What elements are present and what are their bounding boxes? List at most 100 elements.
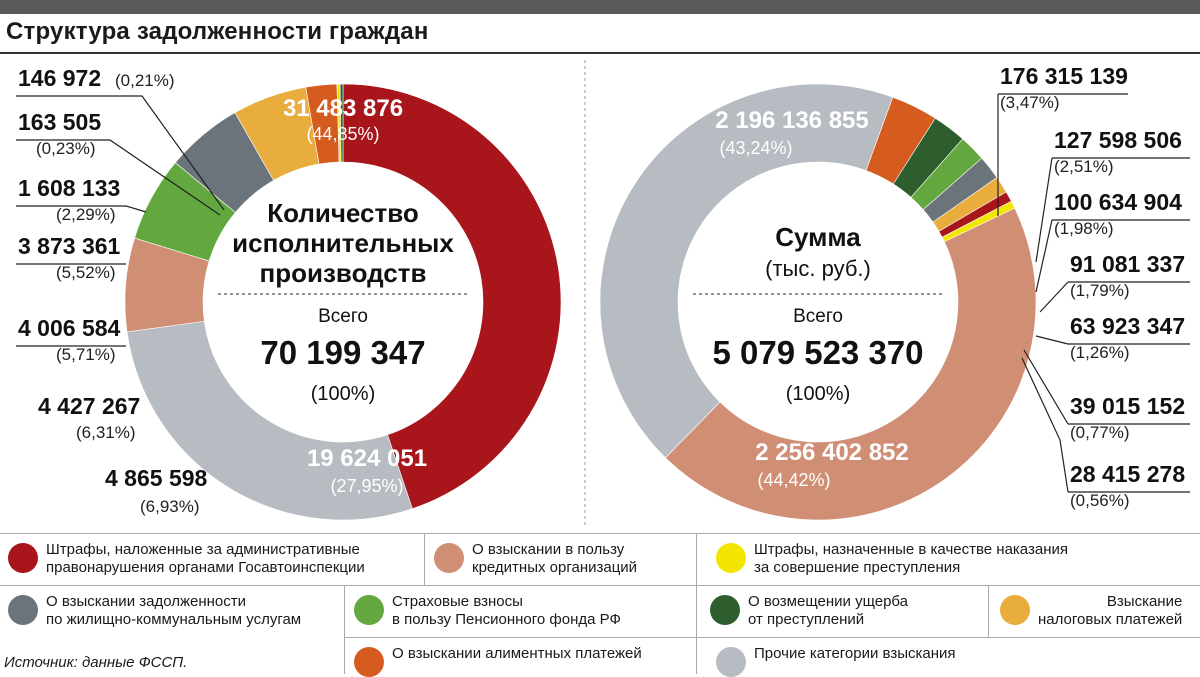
label-percent: (5,71%) [56,345,116,364]
center-title-line: исполнительных [232,228,454,258]
slice-gai [342,83,562,510]
legend-swatch [434,543,464,573]
center-title-line: производств [260,258,427,288]
total-value: 5 079 523 370 [712,334,923,371]
legend-label: О взыскании задолженности по жилищно-комм… [46,593,302,628]
label-value: 176 315 139 [1000,63,1128,89]
leader-line [1035,219,1053,293]
slice-damage [339,83,344,163]
label-percent: (3,47%) [1000,93,1060,112]
legend-swatch [354,647,384,677]
label-value: 2 196 136 855 [715,107,868,134]
leader-line [16,139,221,216]
legend-rule [424,533,425,585]
legend-item-alim: О взыскании алиментных платежей [354,645,642,677]
leader-line [1021,357,1069,493]
label-percent: (44,42%) [757,470,830,490]
legend-label: О взыскании алиментных платежей [392,645,642,662]
label-value: 100 634 904 [1054,189,1182,215]
label-percent: (2,51%) [1054,157,1114,176]
label-percent: (1,98%) [1054,219,1114,238]
leader-line [1039,281,1069,313]
legend-swatch [710,595,740,625]
label-percent: (5,52%) [56,263,116,282]
label-value: 63 923 347 [1070,313,1185,339]
leader-line [1023,349,1069,425]
legend-item-gai: Штрафы, наложенные за административные пр… [8,541,365,577]
total-percent: (100%) [786,383,850,405]
label-value: 4 427 267 [38,393,140,419]
legend-label: О взыскании в пользу кредитных организаци… [472,541,638,576]
leader-line [16,205,147,213]
center-title-line: Сумма [775,222,861,252]
legend-rule [696,533,697,585]
legend-item-other: Прочие категории взыскания [716,645,956,677]
leader-line [1035,157,1053,263]
label-value: 4 006 584 [18,315,121,341]
label-value: 39 015 152 [1070,393,1185,419]
legend-label: Штрафы, назначенные в качестве наказания… [754,541,1068,576]
center-subtitle: (тыс. руб.) [765,256,871,281]
legend-item-crime: Штрафы, назначенные в качестве наказания… [716,541,1068,577]
label-value: 1 608 133 [18,175,120,201]
legend-rule [0,585,1200,586]
label-value: 28 415 278 [1070,461,1185,487]
label-value: 91 081 337 [1070,251,1185,277]
leader-line [16,95,225,211]
label-value: 31 483 876 [283,95,403,122]
label-percent: (1,26%) [1070,343,1130,362]
leader-line [1035,335,1069,345]
label-percent: (0,21%) [115,71,175,90]
total-label: Всего [793,306,843,327]
legend-swatch [1000,595,1030,625]
legend-item-credit: О взыскании в пользу кредитных организаци… [434,541,637,577]
donut-chart-sum: Сумма (тыс. руб.) Всего 5 079 523 370 (100%)… [599,63,1190,521]
legend-label: О возмещении ущерба от преступлений [748,593,909,628]
legend-swatch [8,543,38,573]
legend-item-damage: О возмещении ущерба от преступлений [710,593,908,629]
total-label: Всего [318,306,368,327]
top-bar [0,0,1200,14]
legend-swatch [8,595,38,625]
source-note: Источник: данные ФССП. [4,654,188,671]
label-percent: (0,23%) [36,139,96,158]
label-value: 146 972 [18,65,101,91]
legend-rule [344,637,1200,638]
total-value: 70 199 347 [260,334,425,371]
legend-rule [696,585,697,674]
label-percent: (6,93%) [140,497,200,516]
legend-swatch [716,647,746,677]
legend: Штрафы, наложенные за административные пр… [0,533,1200,677]
legend-rule [0,533,1200,534]
title-divider [0,52,1200,54]
legend-label: Штрафы, наложенные за административные пр… [46,541,365,576]
label-percent: (6,31%) [76,423,136,442]
legend-item-pfr: Страховые взносы в пользу Пенсионного фон… [354,593,621,629]
legend-swatch [716,543,746,573]
legend-label: Страховые взносы в пользу Пенсионного фон… [392,593,621,628]
label-percent: (44,85%) [306,124,379,144]
label-value: 19 624 051 [307,445,427,472]
label-value: 3 873 361 [18,233,121,259]
slice-other [126,320,413,521]
label-value: 163 505 [18,109,101,135]
label-percent: (43,24%) [719,138,792,158]
slice-credit [665,207,1037,521]
slice-other [599,83,894,459]
label-percent: (27,95%) [330,476,403,496]
total-percent: (100%) [311,383,375,405]
legend-label: Прочие категории взыскания [754,645,956,662]
legend-rule [344,585,345,674]
legend-item-zhkh: О взыскании задолженности по жилищно-комм… [8,593,301,629]
legend-rule [988,585,989,637]
label-percent: (1,79%) [1070,281,1130,300]
label-value: 4 865 598 [105,465,208,491]
page-title: Структура задолженности граждан [6,18,429,45]
legend-item-tax: Взыскание налоговых платежей [1000,593,1182,629]
label-percent: (2,29%) [56,205,116,224]
label-percent: (0,56%) [1070,491,1130,510]
legend-label: Взыскание налоговых платежей [1038,593,1183,628]
